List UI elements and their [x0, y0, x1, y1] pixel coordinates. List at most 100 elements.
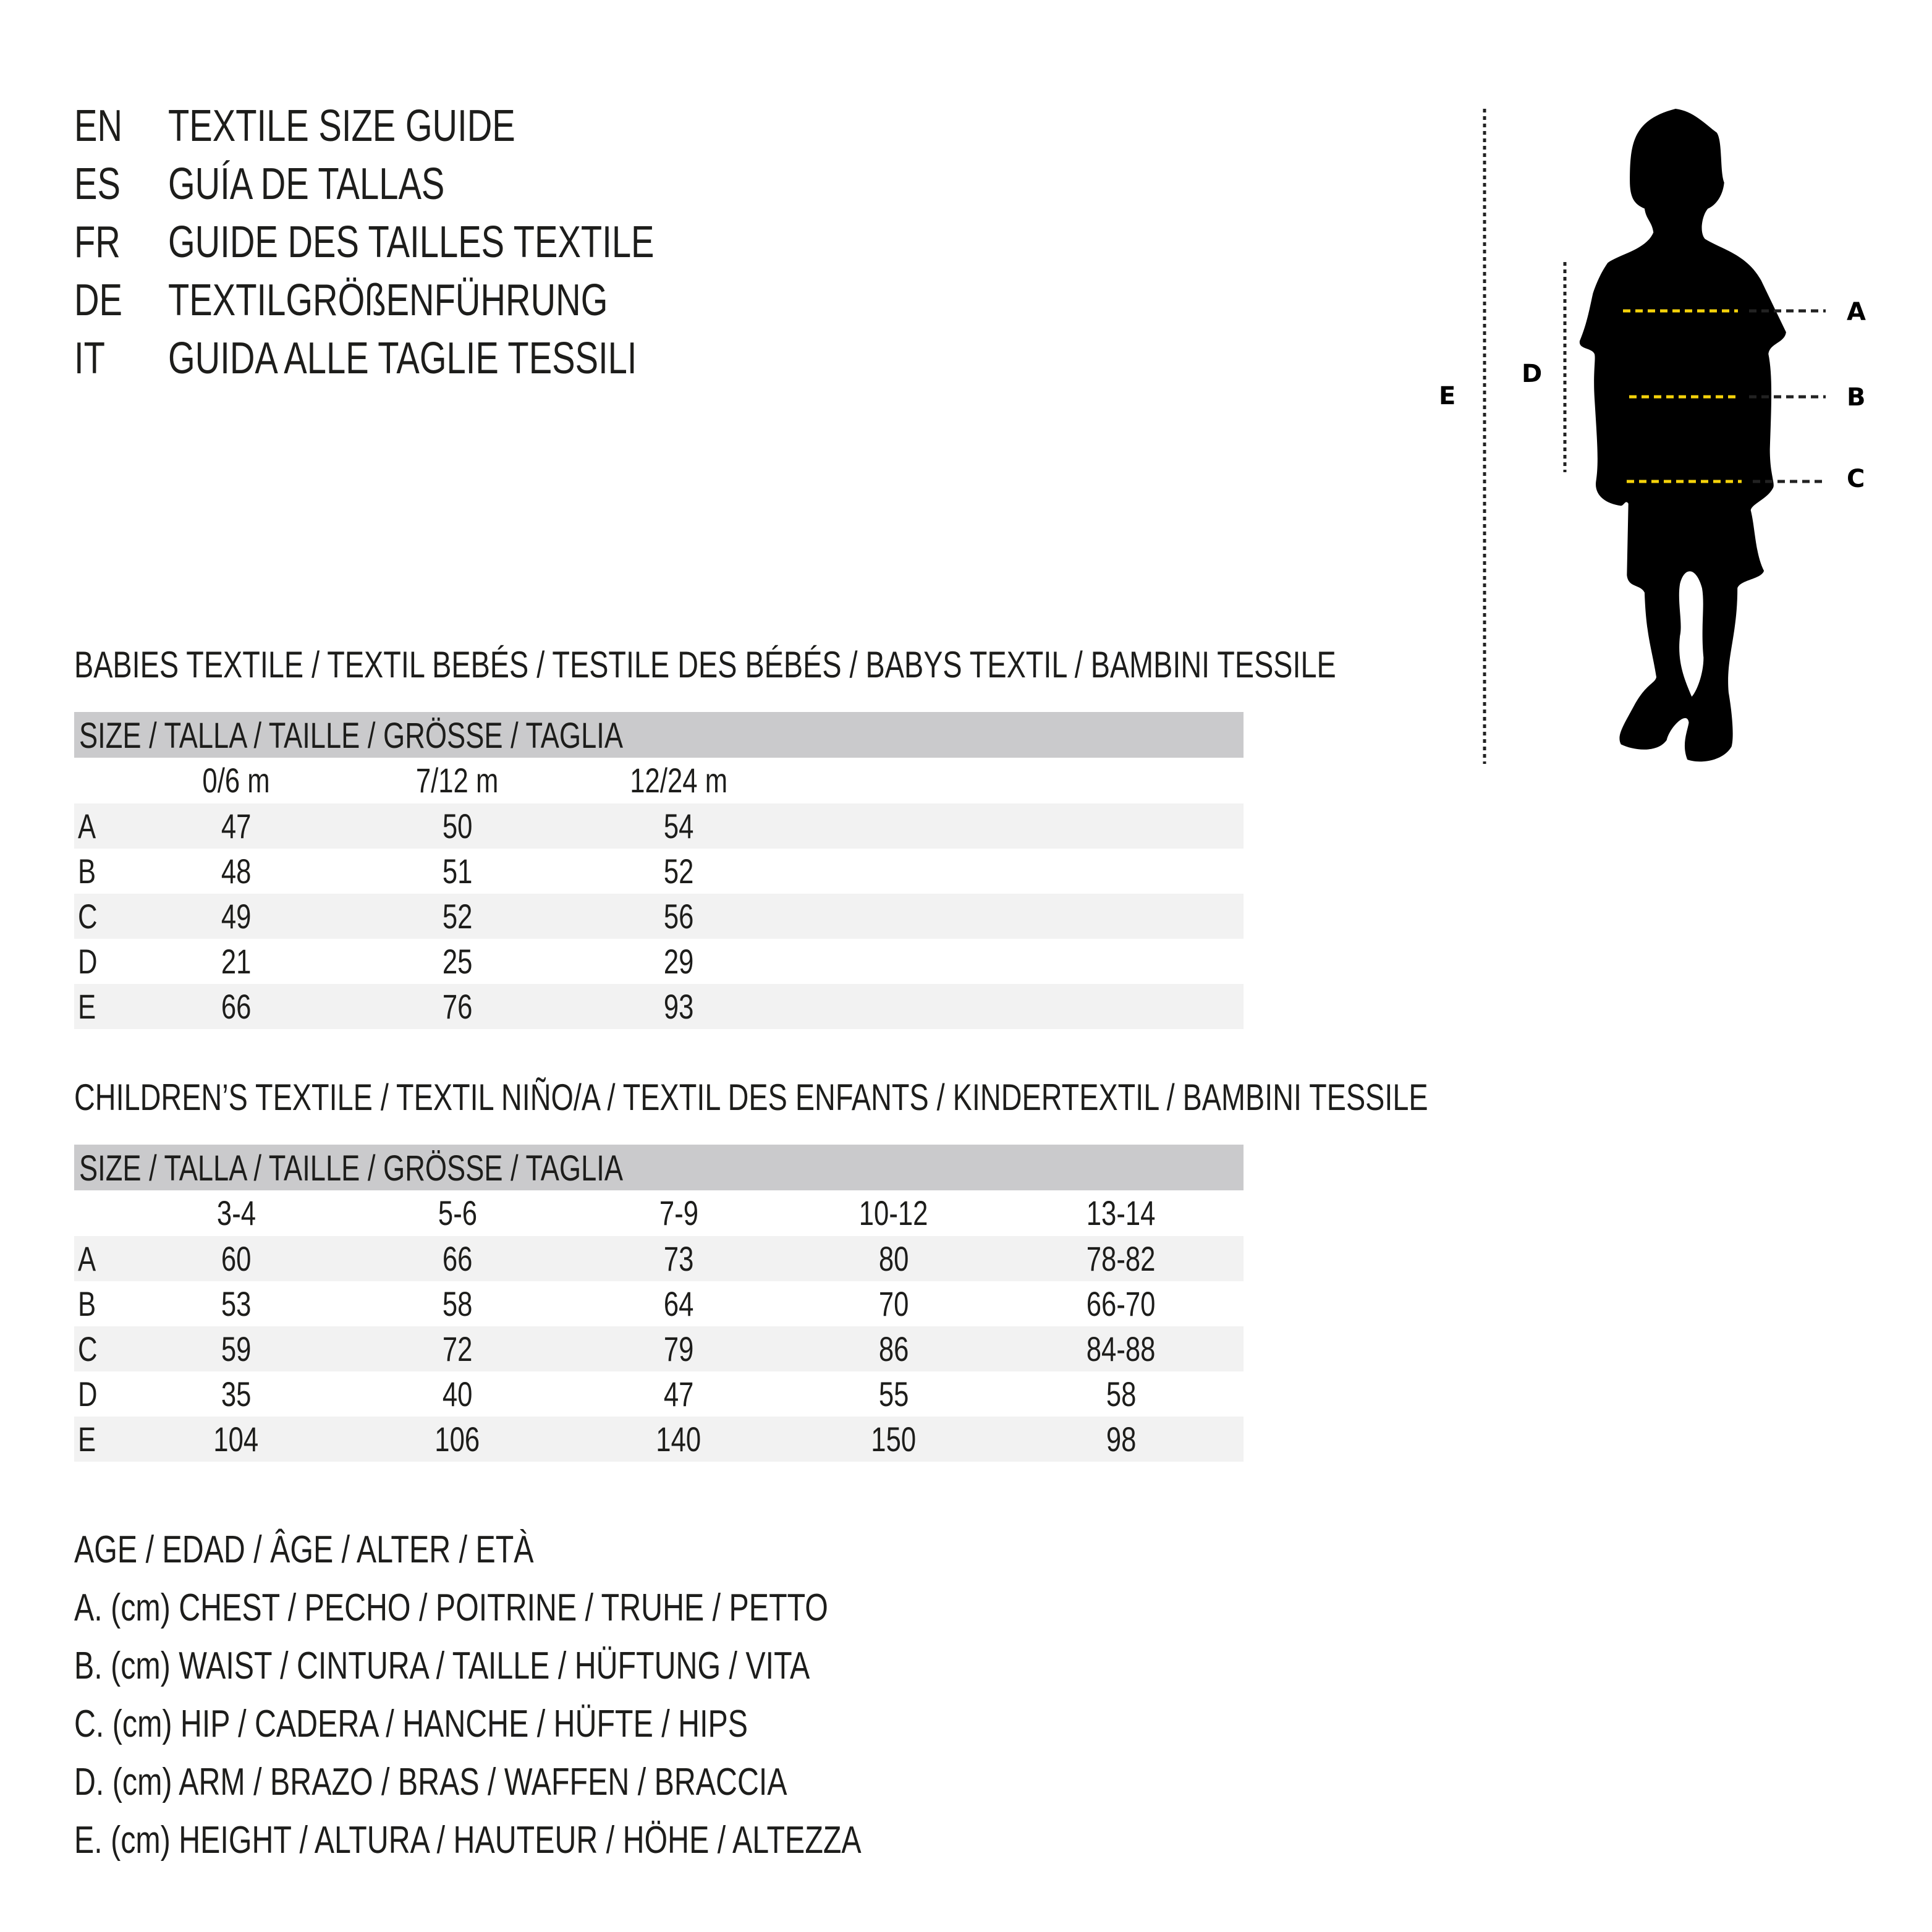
- children-size-table: SIZE / TALLA / TAILLE / GRÖSSE / TAGLIA 3…: [74, 1145, 1244, 1462]
- table-row: D 35 40 47 55 58: [74, 1371, 1244, 1417]
- legend-text: E. (cm) HEIGHT / ALTURA / HAUTEUR / HÖHE…: [74, 1819, 862, 1862]
- table-cell: 54: [586, 803, 771, 849]
- column-header: 7/12 m: [365, 758, 550, 803]
- column-header: 13-14: [1028, 1190, 1214, 1235]
- cell-value: 53: [221, 1284, 252, 1323]
- legend-text: C. (cm) HIP / CADERA / HANCHE / HÜFTE / …: [74, 1703, 748, 1745]
- language-code-text: FR: [74, 218, 121, 267]
- cell-value: 73: [663, 1239, 694, 1278]
- table-row: A 47 50 54: [74, 803, 1244, 849]
- table-cell: 55: [801, 1371, 986, 1417]
- cell-value: 98: [1106, 1420, 1137, 1459]
- label-a: A: [1847, 298, 1866, 326]
- legend-line: B. (cm) WAIST / CINTURA / TAILLE / HÜFTU…: [74, 1637, 1017, 1695]
- language-code-text: IT: [74, 334, 105, 383]
- table-cell: 51: [365, 849, 550, 894]
- column-header: 12/24 m: [586, 758, 771, 803]
- cell-value: 150: [871, 1420, 917, 1459]
- table-cell: 98: [1028, 1417, 1214, 1462]
- table-cell: 86: [801, 1326, 986, 1371]
- column-header: 3-4: [143, 1190, 329, 1235]
- table-cell: 59: [143, 1326, 329, 1371]
- size-header-text: SIZE / TALLA / TAILLE / GRÖSSE / TAGLIA: [79, 716, 624, 756]
- table-cell: 53: [143, 1281, 329, 1326]
- cell-value: 66-70: [1087, 1284, 1156, 1323]
- cell-value: 40: [442, 1375, 473, 1413]
- cell-value: 140: [656, 1420, 701, 1459]
- legend-line: A. (cm) CHEST / PECHO / POITRINE / TRUHE…: [74, 1579, 1041, 1637]
- table-row: A 60 66 73 80 78-82: [74, 1236, 1244, 1281]
- cell-value: 106: [434, 1420, 480, 1459]
- table-cell: 66: [365, 1236, 550, 1281]
- cell-value: 66: [221, 987, 252, 1026]
- cell-value: 60: [221, 1239, 252, 1278]
- child-silhouette-icon: [1579, 109, 1786, 762]
- guide-title: GUÍA DE TALLAS: [168, 155, 523, 213]
- cell-value: 76: [442, 987, 473, 1026]
- cell-value: 84-88: [1087, 1329, 1156, 1368]
- cell-value: 70: [878, 1284, 909, 1323]
- row-label-text: E: [78, 987, 96, 1026]
- cell-value: 104: [213, 1420, 259, 1459]
- column-header: 0/6 m: [143, 758, 329, 803]
- row-label: E: [78, 984, 101, 1029]
- column-header-text: 10-12: [859, 1193, 928, 1232]
- cell-value: 49: [221, 897, 252, 936]
- cell-value: 79: [663, 1329, 694, 1368]
- row-label: C: [78, 1326, 103, 1371]
- cell-value: 58: [442, 1284, 473, 1323]
- cell-value: 25: [442, 942, 473, 981]
- table-cell: 80: [801, 1236, 986, 1281]
- guide-title: TEXTILE SIZE GUIDE: [168, 97, 613, 155]
- row-label-text: B: [78, 1284, 96, 1323]
- column-header-text: 7-9: [659, 1193, 698, 1232]
- column-header-text: 3-4: [216, 1193, 256, 1232]
- cell-value: 29: [663, 942, 694, 981]
- table-cell: 56: [586, 894, 771, 939]
- table-row: B 48 51 52: [74, 849, 1244, 894]
- table-cell: 60: [143, 1236, 329, 1281]
- table-cell: 78-82: [1028, 1236, 1214, 1281]
- legend-line: C. (cm) HIP / CADERA / HANCHE / HÜFTE / …: [74, 1695, 938, 1753]
- size-header-bar: SIZE / TALLA / TAILLE / GRÖSSE / TAGLIA: [74, 1145, 1244, 1190]
- table-cell: 58: [365, 1281, 550, 1326]
- column-header-text: 0/6 m: [202, 761, 270, 800]
- row-label: C: [78, 894, 103, 939]
- table-cell: 47: [143, 803, 329, 849]
- row-label-text: E: [78, 1420, 96, 1459]
- cell-value: 35: [221, 1375, 252, 1413]
- language-code: IT: [74, 329, 114, 388]
- table-cell: 72: [365, 1326, 550, 1371]
- cell-value: 21: [221, 942, 252, 981]
- label-b: B: [1847, 383, 1866, 412]
- row-label-text: C: [78, 1329, 98, 1368]
- row-label: B: [78, 1281, 101, 1326]
- size-header-text: SIZE / TALLA / TAILLE / GRÖSSE / TAGLIA: [79, 1148, 624, 1188]
- cell-value: 48: [221, 852, 252, 891]
- row-label: D: [78, 1371, 103, 1417]
- table-cell: 93: [586, 984, 771, 1029]
- cell-value: 78-82: [1087, 1239, 1156, 1278]
- row-label-text: A: [78, 1239, 96, 1278]
- label-d: D: [1522, 360, 1542, 388]
- table-cell: 58: [1028, 1371, 1214, 1417]
- table-cell: 47: [586, 1371, 771, 1417]
- table-cell: 106: [365, 1417, 550, 1462]
- guide-title: GUIDE DES TAILLES TEXTILE: [168, 213, 791, 271]
- row-label-text: D: [78, 1375, 98, 1413]
- row-label: E: [78, 1417, 101, 1462]
- size-column-headers: 0/6 m 7/12 m 12/24 m: [74, 758, 1244, 803]
- table-cell: 150: [801, 1417, 986, 1462]
- cell-value: 93: [663, 987, 694, 1026]
- column-header-text: 13-14: [1087, 1193, 1156, 1232]
- legend-line: E. (cm) HEIGHT / ALTURA / HAUTEUR / HÖHE…: [74, 1811, 1083, 1870]
- table-cell: 25: [365, 939, 550, 984]
- row-label-text: B: [78, 852, 96, 891]
- cell-value: 52: [442, 897, 473, 936]
- cell-value: 58: [1106, 1375, 1137, 1413]
- cell-value: 80: [878, 1239, 909, 1278]
- cell-value: 56: [663, 897, 694, 936]
- children-heading: CHILDREN’S TEXTILE / TEXTIL NIÑO/A / TEX…: [74, 1077, 1428, 1118]
- table-cell: 52: [365, 894, 550, 939]
- language-code: FR: [74, 213, 133, 271]
